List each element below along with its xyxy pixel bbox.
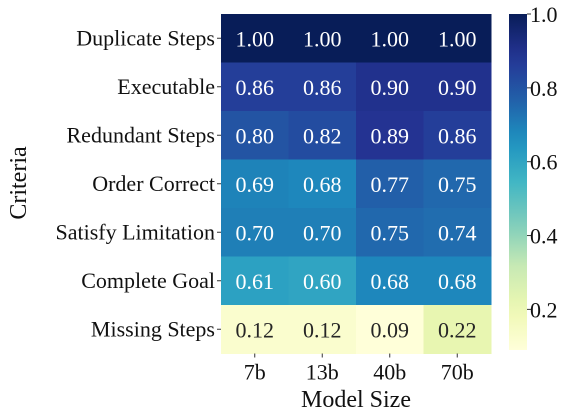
colorbar-tick-label: 0.6 [530, 150, 558, 175]
y-tick-label: Order Correct [92, 171, 215, 196]
heatmap-value-label: 0.70 [236, 220, 275, 245]
heatmap-cell [288, 159, 357, 209]
x-axis-ticks: 7b 13b 40b 70b [244, 353, 474, 385]
heatmap-value-label: 0.70 [303, 220, 342, 245]
x-axis-label: Model Size [301, 387, 411, 413]
heatmap-cell [356, 14, 424, 63]
y-axis-label: Criteria [6, 146, 32, 220]
heatmap-cell [221, 208, 289, 257]
colorbar-tick-label: 1.0 [530, 2, 558, 27]
heatmap-value-label: 1.00 [438, 26, 477, 51]
heatmap-value-label: 0.89 [371, 123, 410, 148]
heatmap-cell [221, 14, 289, 63]
heatmap-value-label: 0.22 [438, 317, 477, 342]
heatmap-value-label: 0.80 [236, 123, 275, 148]
heatmap-cell [288, 305, 357, 354]
heatmap-cell [288, 14, 357, 63]
heatmap-value-label: 0.60 [303, 269, 342, 294]
heatmap-cell [423, 208, 492, 257]
heatmap-value-label: 0.82 [303, 123, 342, 148]
heatmap-value-label: 0.12 [236, 317, 275, 342]
heatmap-cell [423, 62, 492, 112]
heatmap-cell [356, 256, 424, 306]
heatmap-cell [288, 256, 357, 306]
heatmap-value-label: 0.75 [438, 172, 477, 197]
heatmap-cell [288, 208, 357, 257]
heatmap-cell [356, 62, 424, 112]
heatmap-value-label: 0.68 [303, 172, 342, 197]
heatmap-cell [356, 208, 424, 257]
heatmap-cell [221, 305, 289, 354]
y-tick-label: Satisfy Limitation [56, 219, 216, 244]
heatmap-cell [288, 62, 357, 112]
heatmap-value-label: 0.86 [303, 75, 342, 100]
heatmap-value-label: 1.00 [371, 26, 410, 51]
heatmap-cell [221, 256, 289, 306]
x-tick-label: 70b [441, 360, 474, 385]
heatmap-value-label: 0.74 [438, 220, 477, 245]
y-tick-label: Redundant Steps [67, 122, 216, 147]
heatmap-value-label: 0.75 [371, 220, 410, 245]
colorbar-gradient [509, 14, 527, 350]
x-tick-label: 40b [373, 360, 406, 385]
heatmap-value-label: 0.86 [236, 75, 275, 100]
heatmap-value-label: 1.00 [236, 26, 275, 51]
heatmap-cells [221, 14, 492, 354]
y-tick-label: Duplicate Steps [76, 25, 215, 50]
x-tick-label: 7b [244, 360, 266, 385]
heatmap-cell [423, 14, 492, 63]
colorbar: 0.2 0.4 0.6 0.8 1.0 [509, 2, 558, 350]
heatmap-value-label: 0.09 [371, 317, 410, 342]
heatmap-value-labels: 1.00 1.00 1.00 1.00 0.86 0.86 0.90 0.90 0.80 0.82… [236, 26, 477, 342]
heatmap-cell [423, 111, 492, 160]
x-tick-label: 13b [306, 360, 339, 385]
heatmap-value-label: 0.90 [371, 75, 410, 100]
heatmap-cell [423, 159, 492, 209]
heatmap-cell [423, 305, 492, 354]
heatmap-value-label: 0.69 [236, 172, 275, 197]
heatmap-cell [221, 159, 289, 209]
colorbar-tick-label: 0.4 [530, 224, 558, 249]
heatmap-cell [423, 256, 492, 306]
heatmap-cell [356, 111, 424, 160]
heatmap-cell [221, 111, 289, 160]
y-tick-label: Executable [117, 74, 215, 99]
heatmap-value-label: 0.12 [303, 317, 342, 342]
colorbar-tick-label: 0.8 [530, 76, 558, 101]
heatmap-value-label: 0.68 [371, 269, 410, 294]
colorbar-tick-label: 0.2 [530, 297, 558, 322]
heatmap-value-label: 1.00 [303, 26, 342, 51]
heatmap-cell [356, 305, 424, 354]
heatmap-value-label: 0.90 [438, 75, 477, 100]
colorbar-ticks: 0.2 0.4 0.6 0.8 1.0 [527, 2, 558, 322]
y-tick-label: Complete Goal [81, 268, 215, 293]
heatmap-value-label: 0.86 [438, 123, 477, 148]
y-tick-label: Missing Steps [91, 316, 215, 341]
heatmap-value-label: 0.68 [438, 269, 477, 294]
heatmap-cell [356, 159, 424, 209]
heatmap-value-label: 0.61 [236, 269, 275, 294]
heatmap-cell [288, 111, 357, 160]
heatmap-cell [221, 62, 289, 112]
heatmap-value-label: 0.77 [371, 172, 410, 197]
y-axis-ticks: Duplicate Steps Executable Redundant Steps… [56, 25, 221, 341]
